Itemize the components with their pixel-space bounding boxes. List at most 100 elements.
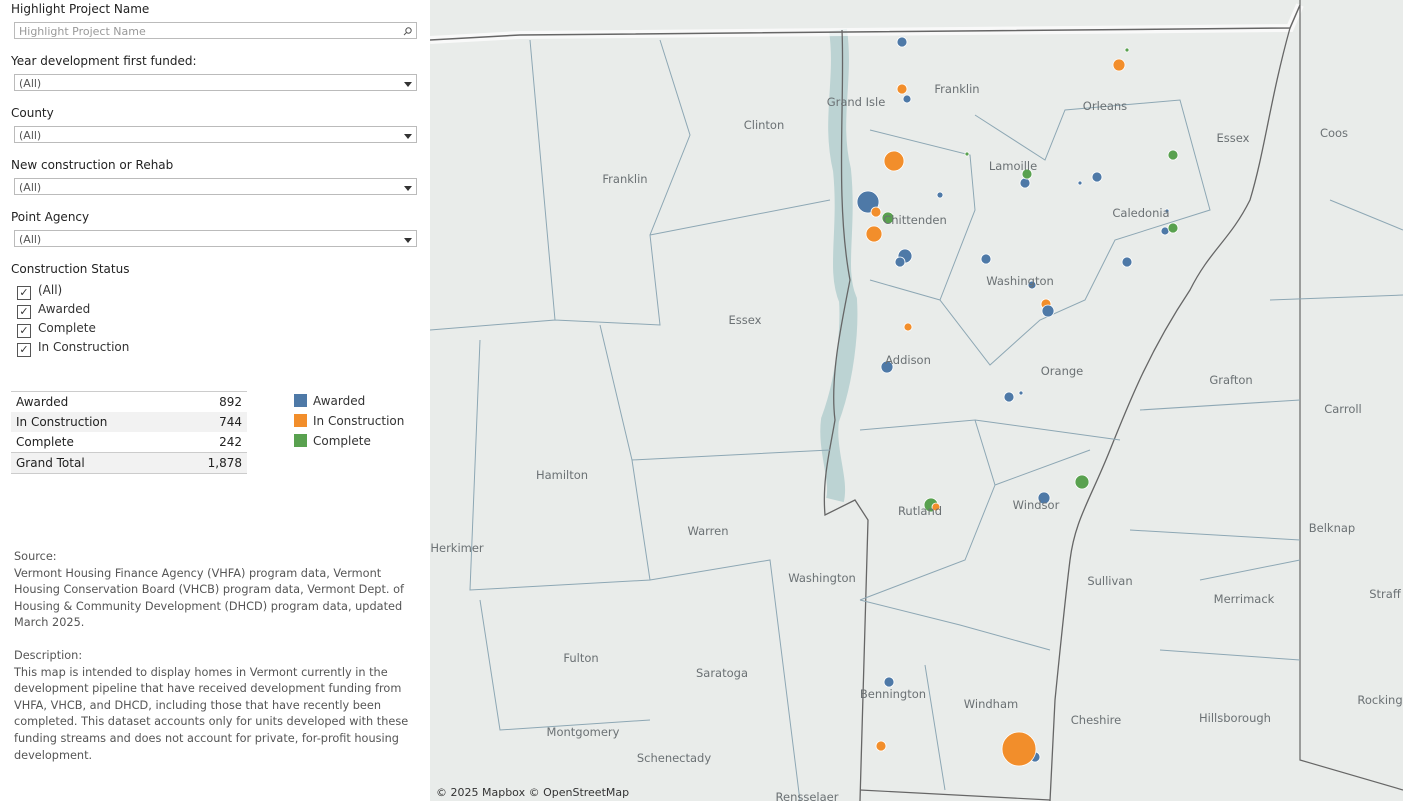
county-label: Orleans: [1083, 99, 1127, 113]
map[interactable]: Franklin Grand Isle Orleans Clinton Essex Coo…: [430, 0, 1403, 801]
checkbox-option[interactable]: ✓ In Construction: [17, 340, 129, 357]
dropdown-value: (All): [19, 233, 42, 246]
filter-panel: Highlight Project Name Highlight Project…: [0, 0, 430, 801]
points: [856, 36, 1179, 767]
dropdown-value: (All): [19, 181, 42, 194]
project-point[interactable]: [883, 676, 895, 688]
project-point[interactable]: [1027, 280, 1037, 290]
project-point[interactable]: [964, 151, 970, 157]
county-label: Hamilton: [536, 468, 588, 482]
project-point[interactable]: [1074, 474, 1090, 490]
project-point[interactable]: [1077, 180, 1083, 186]
checkbox: ✓: [17, 286, 31, 300]
project-point[interactable]: [875, 740, 887, 752]
filter-label: County: [11, 106, 54, 120]
project-point[interactable]: [902, 94, 912, 104]
county-label: Lamoille: [989, 159, 1037, 173]
project-point[interactable]: [1121, 256, 1133, 268]
county-label: Warren: [687, 524, 728, 538]
county-label: Herkimer: [430, 541, 484, 555]
table-row: In Construction 744: [11, 412, 247, 432]
checkbox-option[interactable]: ✓ Complete: [17, 321, 96, 338]
project-point[interactable]: [1001, 731, 1037, 767]
legend-item: Complete: [294, 434, 371, 448]
filter-label: Year development first funded:: [11, 54, 197, 68]
checkbox: ✓: [17, 305, 31, 319]
description-text: This map is intended to display homes in…: [14, 665, 409, 762]
county-label: Orange: [1041, 364, 1084, 378]
border: [430, 4, 1301, 41]
project-point[interactable]: [896, 83, 908, 95]
table-row: Awarded 892: [11, 391, 247, 412]
row-label: In Construction: [11, 412, 176, 432]
project-point[interactable]: [1124, 47, 1130, 53]
county-label: Windham: [964, 697, 1018, 711]
row-value: 1,878: [175, 452, 247, 474]
row-value: 744: [175, 412, 247, 432]
project-point[interactable]: [894, 256, 906, 268]
county-label: Washington: [986, 274, 1054, 288]
project-point[interactable]: [1167, 149, 1179, 161]
checkbox-label: In Construction: [38, 340, 130, 354]
project-point[interactable]: [1003, 391, 1015, 403]
totals-table: Awarded 892 In Construction 744 Complete 242 G…: [11, 391, 247, 474]
project-point[interactable]: [865, 225, 883, 243]
search-box[interactable]: Highlight Project Name: [14, 22, 417, 39]
county-label: Grand Isle: [827, 95, 886, 109]
filter-label: Point Agency: [11, 210, 90, 224]
dropdown[interactable]: (All): [14, 230, 417, 247]
checkbox-option[interactable]: ✓ Awarded: [17, 302, 90, 319]
county-label: Grafton: [1209, 373, 1252, 387]
project-point[interactable]: [870, 206, 882, 218]
border: [1049, 27, 1291, 801]
project-point[interactable]: [1091, 171, 1103, 183]
county-label: Caledonia: [1112, 206, 1169, 220]
project-point[interactable]: [1167, 222, 1179, 234]
dropdown[interactable]: (All): [14, 178, 417, 195]
project-point[interactable]: [883, 150, 905, 172]
description-heading: Description:: [14, 649, 83, 662]
project-point[interactable]: [931, 502, 941, 512]
project-point[interactable]: [881, 211, 895, 225]
legend-swatch: [294, 434, 307, 447]
dropdown-arrow: [404, 82, 412, 87]
county-label: Fulton: [563, 651, 598, 665]
row-label: Awarded: [11, 391, 176, 412]
row-value: 242: [219, 435, 242, 449]
county-label: Rutland: [898, 504, 942, 518]
attribution: © 2025 Mapbox © OpenStreetMap: [436, 786, 629, 799]
dropdown[interactable]: (All): [14, 126, 417, 143]
row-value: 892: [175, 391, 247, 412]
checkbox: ✓: [17, 343, 31, 357]
county-label: Clinton: [744, 118, 785, 132]
legend-label: In Construction: [313, 414, 405, 428]
row-label: Grand Total: [11, 452, 176, 474]
project-point[interactable]: [1112, 58, 1126, 72]
checkbox-option[interactable]: ✓ (All): [17, 283, 62, 300]
source-heading: Source:: [14, 550, 57, 563]
border: [859, 0, 1403, 801]
checkbox-label: Complete: [38, 321, 96, 335]
project-point[interactable]: [980, 253, 992, 265]
legend-swatch: [294, 414, 307, 427]
dropdown[interactable]: (All): [14, 74, 417, 91]
county-label: Franklin: [602, 172, 647, 186]
project-point[interactable]: [880, 360, 894, 374]
border: [823, 29, 869, 801]
dropdown-value: (All): [19, 77, 42, 90]
county-label: Straff: [1369, 587, 1402, 601]
legend-label: Complete: [313, 434, 371, 448]
legend-item: Awarded: [294, 394, 365, 408]
project-point[interactable]: [1019, 177, 1031, 189]
project-point[interactable]: [1041, 304, 1055, 318]
project-point[interactable]: [936, 191, 944, 199]
dropdown-value: (All): [19, 129, 42, 142]
project-point[interactable]: [1018, 390, 1024, 396]
source: Source: Vermont Housing Finance Agency (V…: [14, 549, 409, 632]
project-point[interactable]: [903, 322, 913, 332]
project-point[interactable]: [1021, 168, 1033, 180]
county-label: Rocking: [1357, 693, 1402, 707]
project-point[interactable]: [896, 36, 908, 48]
project-point[interactable]: [1164, 208, 1170, 214]
project-point[interactable]: [1037, 491, 1051, 505]
